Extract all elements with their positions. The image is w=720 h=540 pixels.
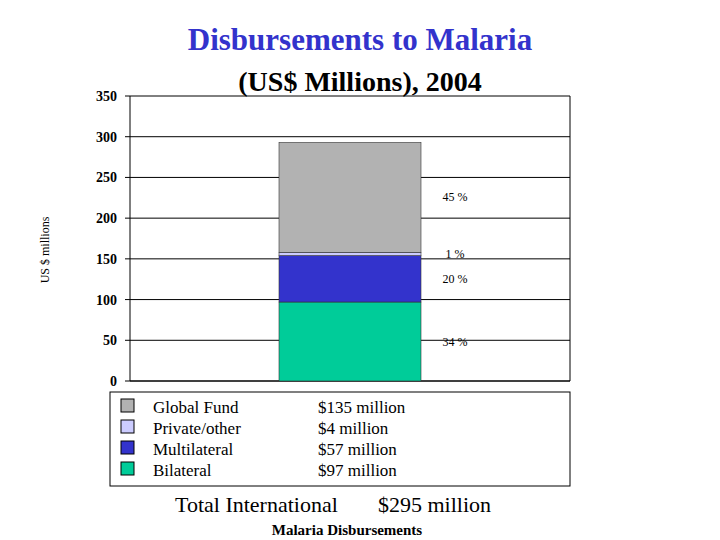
grid-line (130, 96, 570, 97)
legend-label: Global Fund (153, 398, 239, 417)
legend: Global Fund $135 million Private/other $4 m… (110, 392, 570, 486)
tick-mark (125, 381, 130, 382)
legend-swatch (121, 462, 134, 475)
legend-box (110, 392, 570, 486)
tick-label: 350 (96, 89, 117, 104)
legend-amount: $57 million (318, 440, 397, 459)
tick-mark (125, 177, 130, 178)
total-label: Total International (175, 492, 338, 517)
share-label: 1 % (446, 247, 465, 261)
labels: 34 % 20 % 1 % 45 % (443, 190, 468, 348)
tick-mark (125, 299, 130, 300)
tick-mark (125, 340, 130, 341)
grid-line (130, 136, 570, 137)
legend-amount: $97 million (318, 461, 397, 480)
tick-label: 150 (96, 252, 117, 267)
bar-segment (279, 302, 421, 381)
tick-label: 50 (103, 333, 117, 348)
legend-label: Private/other (153, 419, 241, 438)
y-axis (130, 96, 131, 381)
tick-label: 250 (96, 170, 117, 185)
footer: Malaria Disbursements (272, 522, 423, 538)
legend-label: Bilateral (153, 461, 212, 480)
tick-mark (125, 96, 130, 97)
tick-mark (125, 258, 130, 259)
subtitle: (US$ Millions), 2004 (238, 66, 481, 97)
share-label: 34 % (443, 335, 468, 349)
legend-swatch (121, 399, 134, 412)
tick-label: 200 (96, 211, 117, 226)
tick-label: 100 (96, 293, 117, 308)
share-label: 45 % (443, 190, 468, 204)
legend-amount: $135 million (318, 398, 406, 417)
y-axis-label: US $ millions (38, 216, 52, 283)
plot-frame (570, 96, 571, 381)
tick-mark (125, 136, 130, 137)
bar-segment (279, 252, 421, 255)
legend-amount: $4 million (318, 419, 389, 438)
share-label: 20 % (443, 272, 468, 286)
bar-segment (279, 256, 421, 302)
legend-swatch (121, 441, 134, 454)
background (0, 0, 720, 540)
tick-mark (125, 218, 130, 219)
bars (279, 142, 421, 381)
tick-label: 300 (96, 130, 117, 145)
total-value: $295 million (378, 492, 491, 517)
title: Disbursements to Malaria (188, 22, 533, 57)
bar-segment (279, 142, 421, 252)
chart: Disbursements to Malaria (US$ Millions), … (0, 0, 720, 540)
legend-swatch (121, 420, 134, 433)
legend-label: Multilateral (153, 440, 234, 459)
tick-label: 0 (110, 374, 117, 389)
